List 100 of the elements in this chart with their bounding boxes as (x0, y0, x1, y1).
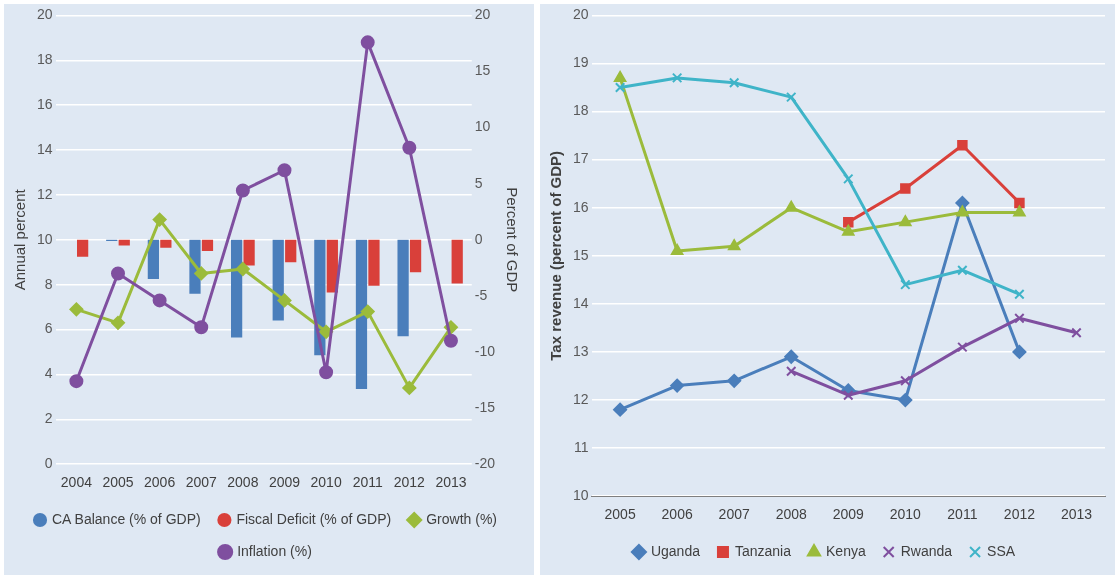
y-tick-label: 12 (572, 390, 589, 407)
x-tick-label: 2004 (60, 474, 93, 491)
y2-tick-label: -5 (474, 286, 488, 303)
x-tick-label: 2005 (604, 506, 636, 523)
y2-tick-label: 10 (474, 118, 491, 135)
y-tick-label: 19 (572, 54, 589, 71)
y-tick-label: 15 (572, 246, 589, 263)
x-tick-label: 2009 (832, 506, 865, 523)
point (898, 393, 913, 408)
legend-label: Uganda (650, 542, 701, 559)
point (843, 216, 854, 228)
y2-tick-label: 5 (474, 174, 483, 191)
point (277, 163, 292, 178)
legend-label: Kenya (826, 542, 866, 559)
y-tick-label: 13 (572, 342, 589, 359)
legend-label: CA Balance (% of GDP) (52, 510, 201, 527)
point (319, 365, 334, 380)
point (613, 70, 627, 82)
point (69, 302, 84, 317)
point (957, 341, 968, 353)
point (843, 389, 854, 401)
x-tick-label: 2006 (144, 474, 176, 491)
x-tick-label: 2011 (947, 506, 978, 523)
point (670, 378, 685, 393)
point (111, 266, 125, 281)
y2-tick-label: 20 (474, 6, 491, 23)
y-axis-title: Tax revenue (percent of GDP) (547, 150, 565, 361)
legend-label: Tanzania (734, 542, 792, 559)
y-tick-label: 2 (44, 410, 53, 427)
x-tick-label: 2011 (352, 474, 383, 491)
point (900, 375, 911, 387)
y-tick-label: 8 (44, 275, 53, 292)
x-tick-label: 2010 (310, 474, 342, 491)
x-tick-label: 2012 (1003, 506, 1036, 523)
x-tick-label: 2008 (227, 474, 259, 491)
point (956, 205, 969, 217)
point (1071, 327, 1082, 338)
point (235, 183, 250, 198)
x-tick-label: 2009 (268, 474, 301, 491)
point (152, 212, 167, 227)
y-tick-label: 0 (44, 455, 53, 472)
point (670, 243, 684, 255)
point (728, 239, 741, 251)
point (1014, 313, 1025, 324)
point (194, 266, 209, 281)
y2-tick-label: -15 (474, 398, 496, 415)
point (614, 82, 626, 93)
x-tick-label: 2013 (435, 474, 467, 491)
y-tick-label: 14 (36, 140, 53, 157)
y-tick-label: 12 (36, 185, 53, 202)
point (957, 139, 968, 151)
y-tick-label: 20 (572, 6, 589, 23)
point (1014, 289, 1025, 300)
x-tick-label: 2005 (102, 474, 134, 491)
point (443, 333, 458, 348)
legend-label: SSA (987, 542, 1016, 559)
point (842, 224, 855, 236)
x-tick-label: 2007 (185, 474, 218, 491)
y-tick-label: 6 (44, 320, 53, 337)
x-tick-label: 2006 (661, 506, 693, 523)
point (152, 293, 167, 308)
y-tick-label: 10 (36, 230, 53, 247)
point (111, 315, 125, 330)
y-axis-title: Annual percent (11, 188, 29, 291)
point (235, 261, 250, 276)
y-tick-label: 18 (36, 51, 53, 68)
point (900, 279, 911, 290)
point (786, 365, 797, 377)
x-tick-label: 2008 (775, 506, 808, 523)
point (785, 200, 798, 212)
point (1014, 197, 1025, 209)
y2-axis-title: Percent of GDP (503, 187, 521, 293)
y2-tick-label: -10 (474, 342, 496, 359)
x-tick-label: 2007 (718, 506, 750, 523)
point (1012, 344, 1027, 359)
x-tick-label: 2012 (393, 474, 426, 491)
y2-tick-label: 15 (474, 62, 491, 79)
x-tick-label: 2013 (1060, 506, 1093, 523)
point (402, 380, 417, 395)
point (786, 91, 797, 103)
point (277, 293, 292, 308)
y-tick-label: 14 (572, 294, 589, 311)
legend-label: Fiscal Deficit (% of GDP) (236, 510, 392, 527)
point (360, 304, 375, 319)
point (957, 264, 968, 276)
y-tick-label: 11 (574, 438, 589, 455)
y-tick-label: 16 (572, 198, 589, 215)
legend-label: Inflation (%) (237, 542, 312, 559)
point (1013, 205, 1026, 217)
y-tick-label: 4 (44, 365, 53, 382)
point (900, 183, 911, 194)
point (360, 35, 375, 50)
point (194, 320, 209, 335)
y-tick-label: 10 (572, 487, 589, 504)
y-tick-label: 17 (572, 150, 589, 167)
y-tick-label: 16 (36, 96, 53, 113)
x-tick-label: 2010 (889, 506, 922, 523)
point (728, 77, 740, 88)
point (69, 374, 84, 389)
point (784, 349, 799, 364)
